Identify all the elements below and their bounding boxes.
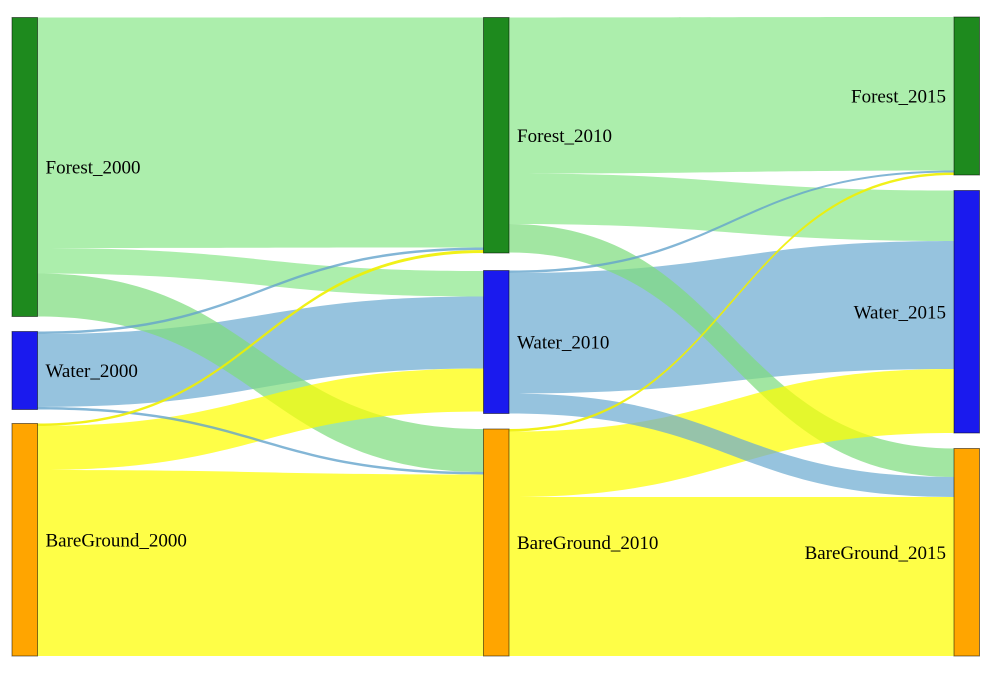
svg-text:Water_2010: Water_2010 [517,333,609,354]
svg-text:BareGround_2000: BareGround_2000 [46,530,187,551]
svg-text:BareGround_2010: BareGround_2010 [517,533,658,554]
svg-text:Forest_2010: Forest_2010 [517,126,612,147]
svg-text:BareGround_2015: BareGround_2015 [805,543,946,564]
svg-text:Forest_2000: Forest_2000 [46,158,141,179]
svg-text:Water_2000: Water_2000 [46,361,138,382]
svg-text:Water_2015: Water_2015 [854,302,946,323]
svg-text:Forest_2015: Forest_2015 [851,87,946,108]
